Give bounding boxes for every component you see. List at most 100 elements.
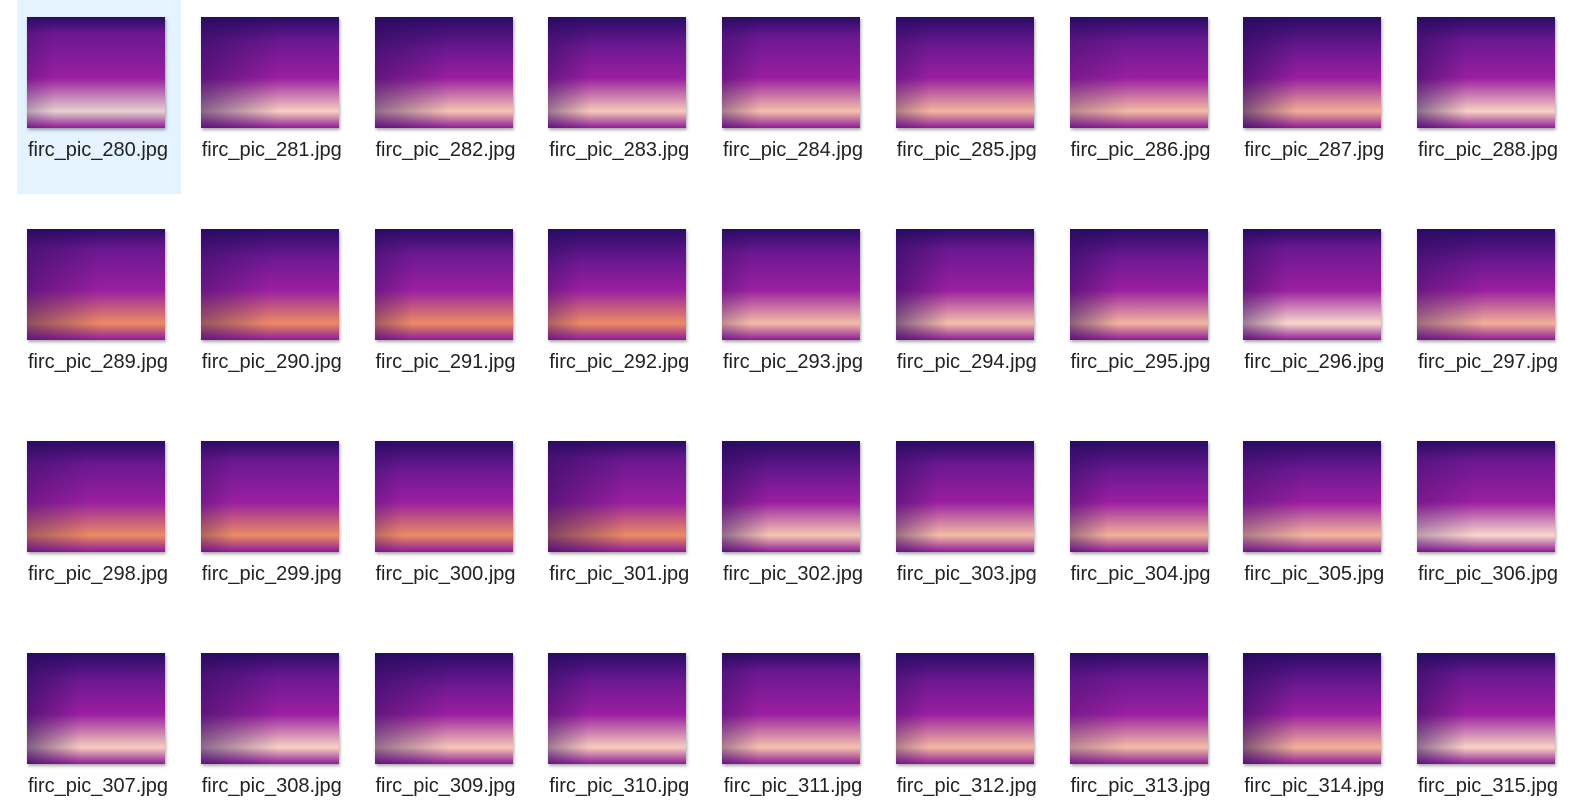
file-name: firc_pic_293.jpg — [722, 351, 864, 373]
thumbnail — [1417, 17, 1555, 128]
file-name: firc_pic_313.jpg — [1070, 775, 1211, 797]
file-item[interactable]: firc_pic_310.jpg — [538, 636, 702, 802]
file-name: firc_pic_280.jpg — [27, 139, 169, 161]
file-name: firc_pic_302.jpg — [722, 563, 864, 585]
thumbnail — [27, 441, 165, 552]
thumbnail — [1069, 229, 1208, 340]
thumbnail — [548, 229, 687, 340]
thumbnail — [200, 653, 339, 764]
file-item[interactable]: firc_pic_287.jpg — [1233, 0, 1397, 194]
thumbnail — [27, 653, 165, 764]
file-item[interactable]: firc_pic_288.jpg — [1407, 0, 1570, 194]
file-name: firc_pic_284.jpg — [722, 139, 864, 161]
thumbnail — [200, 229, 339, 340]
file-item[interactable]: firc_pic_290.jpg — [191, 212, 355, 406]
file-name: firc_pic_304.jpg — [1070, 563, 1211, 585]
file-name: firc_pic_309.jpg — [375, 775, 516, 797]
file-item[interactable]: firc_pic_300.jpg — [365, 424, 529, 618]
file-name: firc_pic_289.jpg — [27, 351, 169, 373]
file-item[interactable]: firc_pic_284.jpg — [712, 0, 876, 194]
file-name: firc_pic_295.jpg — [1070, 351, 1211, 373]
file-name: firc_pic_288.jpg — [1417, 139, 1559, 161]
file-name: firc_pic_286.jpg — [1070, 139, 1211, 161]
file-item[interactable]: firc_pic_296.jpg — [1233, 212, 1397, 406]
thumbnail — [895, 653, 1034, 764]
file-item[interactable]: firc_pic_295.jpg — [1060, 212, 1224, 406]
file-name: firc_pic_290.jpg — [201, 351, 342, 373]
file-name: firc_pic_315.jpg — [1417, 775, 1559, 797]
file-item[interactable]: firc_pic_315.jpg — [1407, 636, 1570, 802]
thumbnail — [374, 17, 513, 128]
file-name: firc_pic_306.jpg — [1417, 563, 1559, 585]
file-item[interactable]: firc_pic_306.jpg — [1407, 424, 1570, 618]
file-item[interactable]: firc_pic_299.jpg — [191, 424, 355, 618]
file-name: firc_pic_312.jpg — [896, 775, 1037, 797]
file-item[interactable]: firc_pic_309.jpg — [365, 636, 529, 802]
thumbnail — [374, 229, 513, 340]
thumbnail — [27, 17, 165, 128]
thumbnail — [1417, 441, 1555, 552]
thumbnail — [722, 441, 860, 552]
file-name: firc_pic_296.jpg — [1244, 351, 1385, 373]
file-name: firc_pic_299.jpg — [201, 563, 342, 585]
file-item[interactable]: firc_pic_305.jpg — [1233, 424, 1397, 618]
file-item[interactable]: firc_pic_302.jpg — [712, 424, 876, 618]
file-name: firc_pic_282.jpg — [375, 139, 516, 161]
file-name: firc_pic_300.jpg — [375, 563, 516, 585]
file-item[interactable]: firc_pic_293.jpg — [712, 212, 876, 406]
file-item[interactable]: firc_pic_294.jpg — [886, 212, 1050, 406]
thumbnail — [895, 229, 1034, 340]
file-item[interactable]: firc_pic_281.jpg — [191, 0, 355, 194]
thumbnail — [895, 17, 1034, 128]
file-name: firc_pic_297.jpg — [1417, 351, 1559, 373]
file-item[interactable]: firc_pic_301.jpg — [538, 424, 702, 618]
file-name: firc_pic_294.jpg — [896, 351, 1037, 373]
thumbnail — [374, 441, 513, 552]
file-item[interactable]: firc_pic_282.jpg — [365, 0, 529, 194]
file-name: firc_pic_311.jpg — [723, 775, 863, 797]
thumbnail — [1243, 653, 1382, 764]
file-item[interactable]: firc_pic_280.jpg — [17, 0, 181, 194]
file-item[interactable]: firc_pic_297.jpg — [1407, 212, 1570, 406]
thumbnail — [722, 17, 860, 128]
file-name: firc_pic_305.jpg — [1244, 563, 1385, 585]
file-name: firc_pic_291.jpg — [375, 351, 516, 373]
file-item[interactable]: firc_pic_303.jpg — [886, 424, 1050, 618]
file-item[interactable]: firc_pic_312.jpg — [886, 636, 1050, 802]
file-item[interactable]: firc_pic_308.jpg — [191, 636, 355, 802]
thumbnail — [200, 17, 339, 128]
thumbnail — [1069, 441, 1208, 552]
thumbnail — [27, 229, 165, 340]
file-name: firc_pic_281.jpg — [201, 139, 342, 161]
file-name: firc_pic_310.jpg — [549, 775, 690, 797]
file-item[interactable]: firc_pic_286.jpg — [1060, 0, 1224, 194]
thumbnail — [548, 441, 687, 552]
file-name: firc_pic_314.jpg — [1244, 775, 1385, 797]
file-name: firc_pic_301.jpg — [549, 563, 690, 585]
file-item[interactable]: firc_pic_304.jpg — [1060, 424, 1224, 618]
thumbnail — [722, 229, 860, 340]
file-name: firc_pic_307.jpg — [27, 775, 169, 797]
file-item[interactable]: firc_pic_314.jpg — [1233, 636, 1397, 802]
file-item[interactable]: firc_pic_289.jpg — [17, 212, 181, 406]
thumbnail — [1243, 441, 1382, 552]
thumbnail — [722, 653, 860, 764]
file-item[interactable]: firc_pic_298.jpg — [17, 424, 181, 618]
file-item[interactable]: firc_pic_283.jpg — [538, 0, 702, 194]
thumbnail — [374, 653, 513, 764]
thumbnail — [895, 441, 1034, 552]
thumbnail — [548, 653, 687, 764]
thumbnail — [1069, 653, 1208, 764]
thumbnail — [1417, 653, 1555, 764]
thumbnail — [1243, 17, 1382, 128]
file-name: firc_pic_298.jpg — [27, 563, 169, 585]
file-item[interactable]: firc_pic_307.jpg — [17, 636, 181, 802]
file-item[interactable]: firc_pic_291.jpg — [365, 212, 529, 406]
file-name: firc_pic_285.jpg — [896, 139, 1037, 161]
file-item[interactable]: firc_pic_313.jpg — [1060, 636, 1224, 802]
file-item[interactable]: firc_pic_292.jpg — [538, 212, 702, 406]
file-name: firc_pic_283.jpg — [549, 139, 690, 161]
file-item[interactable]: firc_pic_285.jpg — [886, 0, 1050, 194]
file-item[interactable]: firc_pic_311.jpg — [712, 636, 876, 802]
